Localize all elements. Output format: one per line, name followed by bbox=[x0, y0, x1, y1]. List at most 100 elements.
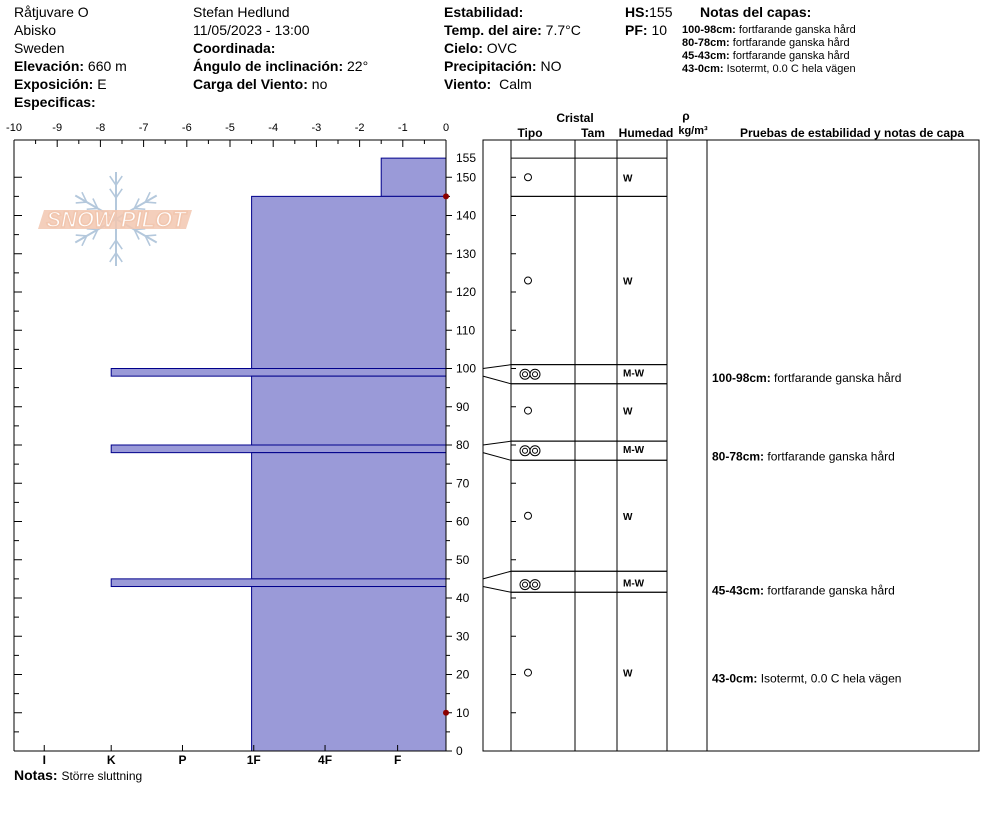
layer-note-line: 43-0cm: Isotermt, 0.0 C hela vägen bbox=[682, 63, 856, 76]
grain-symbol-icon bbox=[529, 579, 541, 591]
elevation-value: 660 m bbox=[87, 58, 127, 74]
stability-label: Estabilidad: bbox=[444, 4, 524, 20]
layer-note-text: Isotermt, 0.0 C hela vägen bbox=[726, 63, 856, 75]
height-tick-label: 50 bbox=[456, 553, 470, 567]
flake-branch bbox=[115, 252, 123, 263]
flake-branch bbox=[81, 191, 88, 203]
height-tick-label: 30 bbox=[456, 629, 470, 643]
layer-test-note: 45-43cm: fortfarande ganska hård bbox=[712, 583, 895, 597]
moisture-label: M-W bbox=[623, 445, 645, 456]
left-chart-axes: -10 -9 -8 -7 -6 -5 -4 -3 -2 -1 0010203040506070809… bbox=[6, 122, 476, 767]
layer-table: W W M-W W M-W W M-W W 100-98cm: fortfarande gans… bbox=[482, 139, 980, 752]
moisture-label: W bbox=[623, 173, 633, 184]
grain-symbol-icon bbox=[522, 371, 528, 378]
grain-symbol-icon bbox=[524, 276, 532, 285]
height-tick-label: 80 bbox=[456, 438, 470, 452]
wind-value: Calm bbox=[499, 76, 532, 92]
flake-branch bbox=[145, 234, 157, 237]
flake-branch bbox=[109, 188, 117, 199]
hs-value: 155 bbox=[649, 4, 673, 20]
type-header: Tipo bbox=[517, 126, 542, 140]
hardness-layer bbox=[110, 368, 447, 377]
coordinates-label: Coordinada: bbox=[193, 40, 276, 56]
height-tick-label: 0 bbox=[456, 744, 463, 758]
layer-connector bbox=[482, 452, 512, 461]
hardness-tick-label: P bbox=[178, 753, 186, 767]
moisture-label: W bbox=[623, 512, 633, 523]
flake-branch bbox=[133, 229, 140, 240]
temp-tick-label: 0 bbox=[443, 122, 449, 134]
temp-tick-label: -7 bbox=[139, 122, 149, 134]
aspect: Exposición: E bbox=[14, 76, 107, 92]
height-tick-label: 10 bbox=[456, 706, 470, 720]
height-tick-label: 90 bbox=[456, 400, 470, 414]
temp-tick-label: -6 bbox=[182, 122, 192, 134]
flake-branch bbox=[144, 191, 151, 203]
table-frame bbox=[482, 139, 980, 752]
hs: HS:155 bbox=[625, 4, 672, 20]
layer-connector bbox=[482, 586, 512, 593]
height-tick-label: 110 bbox=[456, 323, 475, 337]
grain-symbol-icon bbox=[524, 668, 532, 677]
wind: Viento: Calm bbox=[444, 76, 532, 92]
tests-header: Pruebas de estabilidad y notas de capa bbox=[740, 126, 964, 140]
grain-symbol-icon bbox=[532, 447, 538, 454]
temp-tick-label: -2 bbox=[355, 122, 365, 134]
hardness-tick-label: 1F bbox=[247, 753, 261, 767]
layer-note-text: fortfarande ganska hård bbox=[732, 50, 850, 62]
height-tick-label: 20 bbox=[456, 668, 470, 682]
hardness-tick-label: 4F bbox=[318, 753, 332, 767]
layer-note-line: 45-43cm: fortfarande ganska hård bbox=[682, 50, 850, 63]
precipitation: Precipitación: NO bbox=[444, 58, 561, 74]
height-tick-label: 40 bbox=[456, 591, 470, 605]
pf-label: PF: bbox=[625, 22, 648, 38]
air-temp-value: 7.7°C bbox=[545, 22, 581, 38]
moisture-label: W bbox=[623, 669, 633, 680]
moisture-label: W bbox=[623, 277, 633, 288]
grain-symbol-icon bbox=[522, 447, 528, 454]
flake-branch bbox=[109, 252, 117, 263]
elevation-label: Elevación: bbox=[14, 58, 85, 74]
layer-connector bbox=[482, 440, 512, 446]
snowflake-icon bbox=[38, 172, 192, 266]
specifics-label: Especificas: bbox=[14, 94, 96, 110]
flake-branch bbox=[75, 234, 87, 237]
layer-note-range: 100-98cm: bbox=[682, 24, 736, 36]
layer-notes-label: Notas del capas: bbox=[700, 4, 812, 20]
layer-connector bbox=[482, 375, 512, 385]
grain-symbol-icon bbox=[524, 406, 532, 415]
height-tick-label: 140 bbox=[456, 209, 476, 223]
height-tick-label: 155 bbox=[456, 151, 476, 165]
temp-tick-label: -10 bbox=[6, 122, 22, 134]
aspect-label: Exposición: bbox=[14, 76, 94, 92]
temp-tick-label: -8 bbox=[96, 122, 106, 134]
hardness-layer bbox=[251, 452, 447, 580]
flake-branch bbox=[75, 201, 87, 204]
temp-tick-label: -9 bbox=[52, 122, 62, 134]
region: Abisko bbox=[14, 22, 57, 38]
flake-branch bbox=[86, 207, 98, 211]
sky-value: OVC bbox=[486, 40, 518, 56]
sky-label: Cielo: bbox=[444, 40, 483, 56]
hardness-layer bbox=[380, 157, 447, 197]
logo-text: SNOW PILOT bbox=[46, 207, 187, 232]
layer-test-note: 80-78cm: fortfarande ganska hård bbox=[712, 449, 895, 463]
flake-branch bbox=[134, 207, 146, 211]
moisture-label: M-W bbox=[623, 368, 645, 379]
hardness-tick-label: F bbox=[394, 753, 401, 767]
flake-branch bbox=[92, 229, 99, 240]
grain-symbol-icon bbox=[524, 173, 532, 182]
observer: Stefan Hedlund bbox=[193, 4, 290, 20]
layer-test-note-range: 45-43cm: bbox=[712, 583, 767, 597]
wind-label: Viento: bbox=[444, 76, 492, 92]
temperature-point bbox=[443, 709, 449, 716]
layer-test-note-text: fortfarande ganska hård bbox=[767, 583, 894, 597]
flake-branch bbox=[145, 201, 157, 204]
grain-symbol-icon bbox=[529, 368, 541, 380]
hardness-tick-label: K bbox=[107, 753, 116, 767]
flake-branch bbox=[115, 188, 123, 199]
location: Råtjuvare O bbox=[14, 4, 89, 20]
hardness-layer bbox=[251, 375, 447, 446]
flake-branch bbox=[109, 239, 117, 250]
layer-note-range: 80-78cm: bbox=[682, 37, 730, 49]
